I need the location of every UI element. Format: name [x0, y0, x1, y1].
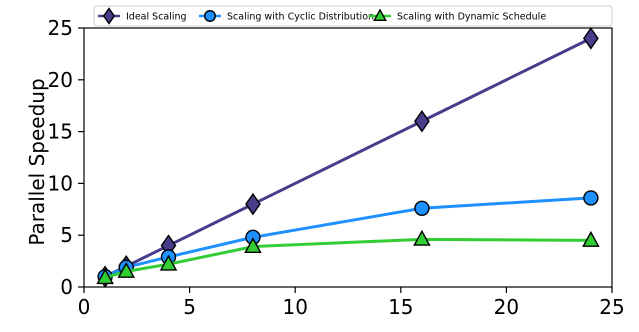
data-point [582, 230, 600, 247]
x-tick-label: 25 [599, 295, 624, 319]
legend-label: Scaling with Dynamic Schedule [397, 12, 546, 23]
series-layer [96, 27, 600, 288]
x-tick-label: 20 [494, 295, 519, 319]
y-tick-label: 25 [48, 16, 73, 40]
series-diamond [97, 27, 599, 288]
series-line [104, 237, 591, 280]
legend-marker [373, 8, 387, 22]
plot-frame [83, 27, 613, 288]
legend: Ideal Scaling Scaling with Cyclic Distrib… [93, 5, 613, 27]
data-point [414, 200, 430, 216]
x-tick-label: 10 [282, 295, 307, 319]
data-point [583, 27, 599, 50]
y-tick-label: 10 [48, 171, 73, 195]
legend-marker [204, 10, 216, 22]
series-triangle [96, 229, 600, 285]
axes: 0 5 10 15 20 25 0 5 10 15 20 25 [48, 16, 625, 319]
data-point [414, 110, 430, 133]
data-point [413, 229, 431, 246]
x-tick-label: 5 [183, 295, 196, 319]
x-tick-label: 15 [388, 295, 413, 319]
y-tick-label: 0 [60, 275, 73, 299]
data-point [96, 268, 114, 285]
series-line [104, 196, 591, 279]
y-tick-label: 20 [48, 68, 73, 92]
data-point [245, 192, 261, 216]
data-point [117, 262, 136, 278]
legend-marker [102, 7, 116, 25]
y-tick-label: 5 [60, 223, 73, 247]
data-point [583, 190, 599, 206]
data-point [244, 237, 262, 254]
x-tick-label: 0 [78, 295, 91, 319]
y-axis-label: Parallel Speedup [25, 78, 49, 245]
y-tick-label: 15 [48, 120, 73, 144]
data-point [159, 254, 178, 271]
legend-label: Scaling with Cyclic Distribution [227, 12, 374, 23]
legend-box [93, 5, 613, 27]
legend-label: Ideal Scaling [126, 12, 187, 23]
